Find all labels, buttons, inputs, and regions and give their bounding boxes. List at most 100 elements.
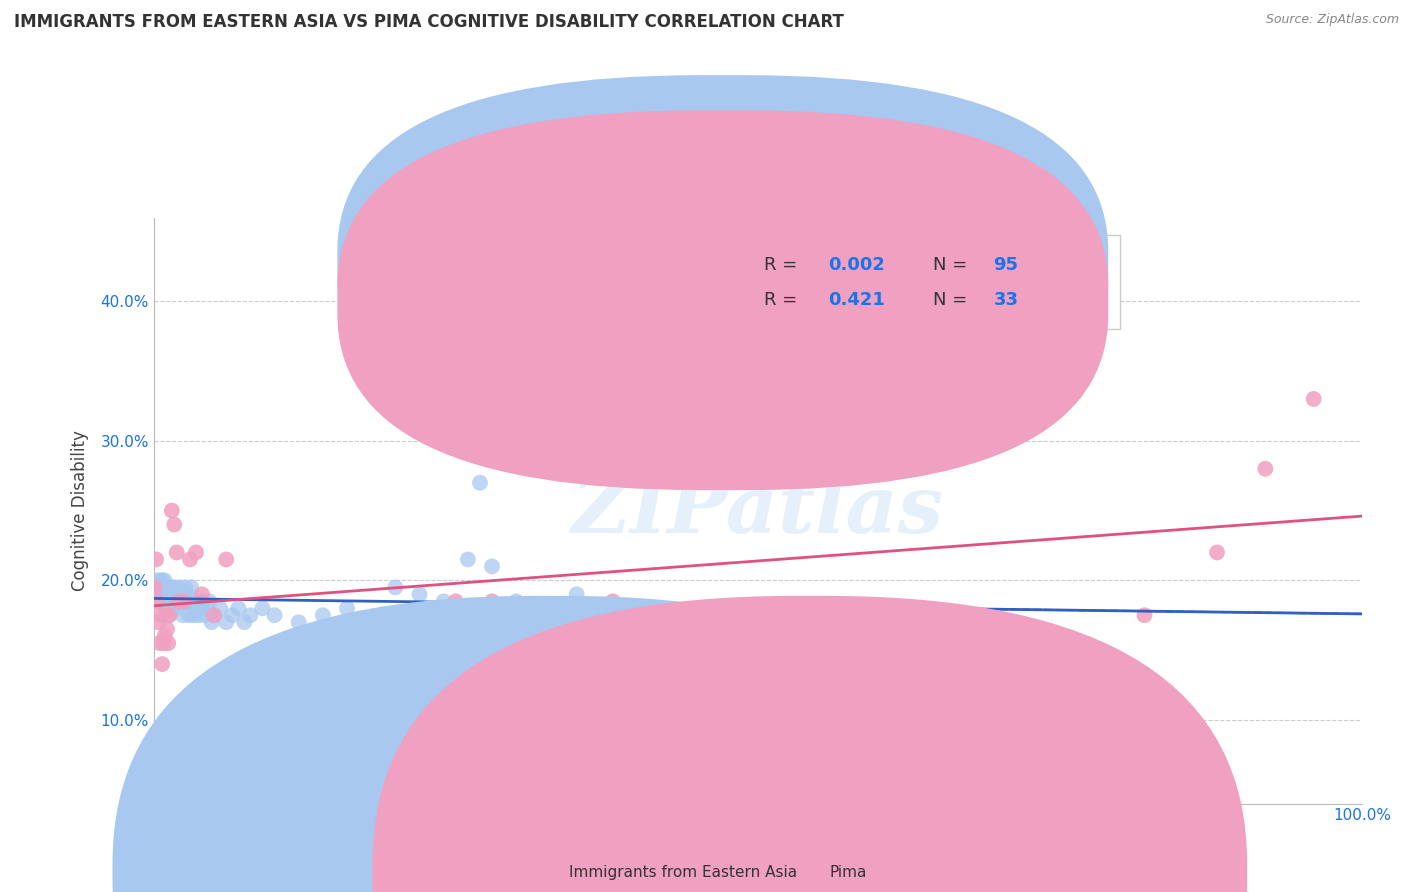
Point [589, 692, 612, 706]
Point [148, 587, 170, 601]
Point [180, 580, 202, 594]
Point [156, 587, 179, 601]
Point [626, 601, 648, 615]
Point [408, 601, 430, 615]
Point [202, 608, 225, 623]
Point [157, 636, 180, 650]
Point [650, 615, 672, 630]
Text: IMMIGRANTS FROM EASTERN ASIA VS PIMA COGNITIVE DISABILITY CORRELATION CHART: IMMIGRANTS FROM EASTERN ASIA VS PIMA COG… [14, 13, 844, 31]
Point [384, 608, 406, 623]
Point [176, 587, 198, 601]
Point [747, 615, 769, 630]
Point [145, 594, 167, 608]
Point [160, 503, 183, 517]
Point [457, 552, 479, 566]
FancyBboxPatch shape [337, 111, 1108, 490]
Text: 95: 95 [994, 256, 1018, 274]
Point [155, 594, 177, 608]
Point [177, 608, 200, 623]
FancyBboxPatch shape [673, 235, 1121, 329]
Point [209, 601, 232, 615]
Point [191, 594, 214, 608]
Point [152, 594, 174, 608]
Point [153, 574, 176, 588]
Text: R =: R = [763, 256, 803, 274]
Point [150, 657, 173, 671]
Point [188, 601, 211, 615]
Point [172, 608, 194, 623]
Point [150, 580, 173, 594]
Point [360, 615, 382, 630]
Point [193, 608, 215, 623]
Point [146, 594, 169, 608]
FancyBboxPatch shape [337, 75, 1108, 455]
Point [1302, 392, 1324, 406]
Point [686, 608, 709, 623]
Point [312, 608, 335, 623]
Point [481, 559, 503, 574]
Point [221, 608, 243, 623]
Point [167, 594, 190, 608]
Point [187, 608, 209, 623]
Point [529, 608, 551, 623]
Point [157, 608, 180, 623]
Point [149, 587, 172, 601]
Point [169, 587, 191, 601]
Point [198, 594, 221, 608]
Point [770, 608, 793, 623]
Point [602, 594, 624, 608]
Point [233, 615, 256, 630]
Point [148, 594, 170, 608]
Point [807, 601, 830, 615]
Point [146, 574, 169, 588]
Text: N =: N = [934, 256, 973, 274]
Point [157, 587, 180, 601]
Point [201, 615, 224, 630]
Point [191, 587, 214, 601]
Point [686, 692, 709, 706]
Point [468, 475, 491, 490]
Point [146, 580, 169, 594]
Point [149, 574, 172, 588]
Point [184, 545, 207, 559]
Point [723, 601, 745, 615]
Point [184, 601, 207, 615]
Text: 33: 33 [994, 291, 1018, 310]
Point [170, 594, 193, 608]
Point [179, 594, 201, 608]
Point [505, 294, 527, 309]
Point [153, 629, 176, 643]
Point [153, 601, 176, 615]
Point [565, 587, 588, 601]
Point [149, 636, 172, 650]
Point [686, 622, 709, 636]
Point [444, 615, 467, 630]
Point [173, 594, 195, 608]
Point [143, 580, 166, 594]
Point [184, 594, 207, 608]
Point [202, 608, 225, 623]
Point [157, 608, 180, 623]
Point [650, 608, 672, 623]
Point [408, 587, 430, 601]
Text: ZIPatlas: ZIPatlas [572, 472, 943, 549]
Point [183, 608, 205, 623]
Point [149, 608, 172, 623]
Point [174, 580, 197, 594]
Point [166, 601, 188, 615]
Point [162, 594, 184, 608]
Point [565, 615, 588, 630]
Point [505, 594, 527, 608]
Text: N =: N = [934, 291, 973, 310]
Point [165, 587, 187, 601]
Point [263, 608, 285, 623]
Point [150, 574, 173, 588]
Point [1254, 461, 1277, 475]
Point [155, 580, 177, 594]
Point [252, 601, 274, 615]
Point [336, 601, 359, 615]
Text: 0.421: 0.421 [828, 291, 884, 310]
Point [433, 594, 456, 608]
Point [384, 580, 406, 594]
Y-axis label: Cognitive Disability: Cognitive Disability [72, 430, 89, 591]
